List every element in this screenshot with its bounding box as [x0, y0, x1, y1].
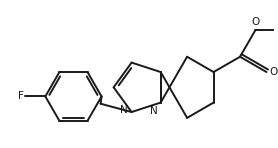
Text: N: N	[150, 106, 158, 116]
Text: O: O	[251, 17, 259, 27]
Text: O: O	[269, 67, 278, 77]
Text: N: N	[120, 105, 128, 115]
Text: F: F	[18, 91, 24, 101]
